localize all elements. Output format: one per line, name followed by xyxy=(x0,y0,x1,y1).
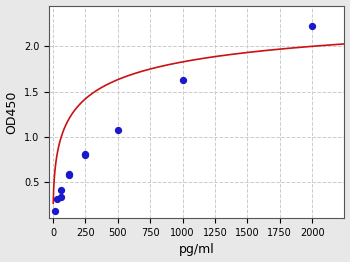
Point xyxy=(115,127,121,132)
Point xyxy=(52,209,58,214)
Point xyxy=(66,173,72,177)
Point xyxy=(54,197,60,201)
Point xyxy=(83,153,88,157)
Point xyxy=(66,172,72,176)
Point xyxy=(58,195,64,199)
Point xyxy=(180,78,186,82)
Point xyxy=(83,152,88,156)
X-axis label: pg/ml: pg/ml xyxy=(179,243,215,256)
Point xyxy=(309,24,315,29)
Point xyxy=(58,188,64,192)
Y-axis label: OD450: OD450 xyxy=(6,90,19,134)
